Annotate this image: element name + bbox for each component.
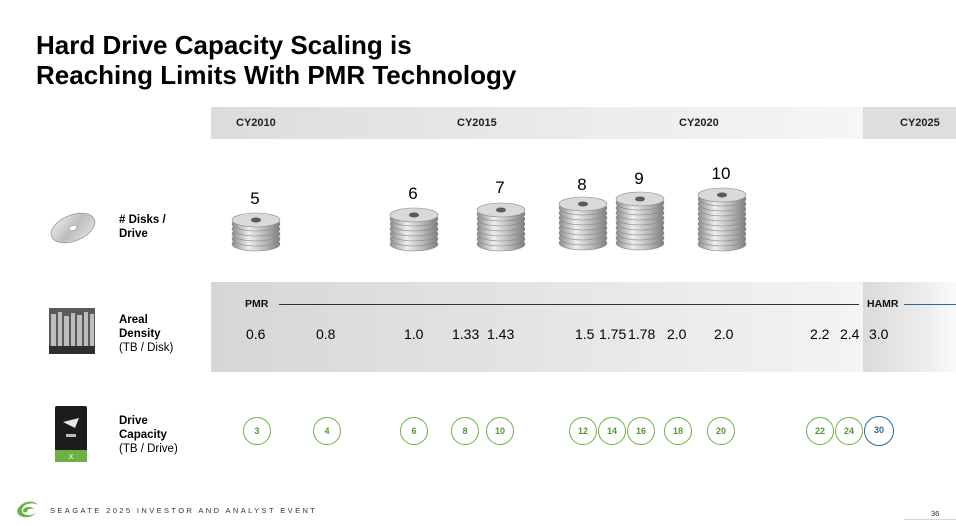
hard-drive-icon: X bbox=[55, 406, 87, 467]
svg-text:X: X bbox=[69, 454, 74, 461]
density-value: 1.75 bbox=[599, 326, 627, 342]
density-value: 1.43 bbox=[487, 326, 515, 342]
disk-stack-5 bbox=[231, 212, 281, 254]
row-label-density-line1: Areal bbox=[119, 314, 148, 326]
pmr-label: PMR bbox=[245, 298, 269, 310]
density-value: 2.0 bbox=[667, 326, 687, 342]
seagate-logo-icon bbox=[14, 497, 42, 526]
slide-title-line-1: Hard Drive Capacity Scaling is bbox=[36, 30, 412, 60]
page-number-underline bbox=[904, 519, 956, 520]
disk-count-7: 7 bbox=[495, 178, 505, 197]
disk-stack-6 bbox=[389, 207, 439, 254]
row-label-disks-line1: # Disks / bbox=[119, 214, 166, 226]
capacity-badge: 10 bbox=[486, 417, 514, 445]
density-value: 0.8 bbox=[316, 326, 336, 342]
disk-count-6: 6 bbox=[408, 184, 418, 203]
capacity-badge: 3 bbox=[243, 417, 271, 445]
year-band bbox=[211, 107, 863, 139]
row-label-capacity-line1: Drive bbox=[119, 415, 148, 427]
row-label-disks: # Disks / Drive bbox=[119, 213, 166, 241]
row-label-density: Areal Density (TB / Disk) bbox=[119, 313, 173, 355]
density-value: 2.0 bbox=[714, 326, 734, 342]
areal-density-band bbox=[211, 282, 863, 372]
disk-stack-8 bbox=[558, 196, 608, 253]
capacity-badge: 20 bbox=[707, 417, 735, 445]
disk-spindle-hub bbox=[578, 201, 588, 207]
disk-spindle-hub bbox=[496, 207, 506, 213]
capacity-badge: 4 bbox=[313, 417, 341, 445]
row-label-capacity-line2: Capacity bbox=[119, 429, 167, 441]
row-label-capacity: Drive Capacity (TB / Drive) bbox=[119, 414, 178, 456]
capacity-badge: 14 bbox=[598, 417, 626, 445]
year-label-2010: CY2010 bbox=[236, 117, 276, 129]
disk-stack-9 bbox=[615, 191, 665, 253]
disk-count-9: 9 bbox=[634, 169, 644, 188]
disk-spindle-hub bbox=[717, 192, 727, 198]
capacity-badge-hamr: 30 bbox=[864, 416, 894, 446]
capacity-badge: 22 bbox=[806, 417, 834, 445]
disk-stack-svg bbox=[476, 202, 526, 252]
disk-count-8: 8 bbox=[577, 175, 587, 194]
density-value: 2.2 bbox=[810, 326, 830, 342]
slide-title: Hard Drive Capacity Scaling is Reaching … bbox=[36, 30, 516, 90]
disk-platter-icon bbox=[48, 210, 98, 251]
disk-count-10: 10 bbox=[711, 164, 731, 183]
capacity-badge: 12 bbox=[569, 417, 597, 445]
areal-density-icon bbox=[49, 308, 95, 359]
hamr-timeline-line bbox=[904, 304, 956, 305]
row-label-disks-line2: Drive bbox=[119, 228, 148, 240]
capacity-badge: 16 bbox=[627, 417, 655, 445]
disk-spindle-hub bbox=[635, 196, 645, 202]
year-label-2025: CY2025 bbox=[900, 117, 940, 129]
year-label-2020: CY2020 bbox=[679, 117, 719, 129]
areal-density-band-2025 bbox=[863, 282, 956, 372]
pmr-timeline-line bbox=[279, 304, 859, 305]
disk-stack-svg bbox=[697, 187, 747, 252]
disk-stack-7 bbox=[476, 202, 526, 254]
capacity-badge: 18 bbox=[664, 417, 692, 445]
disk-stack-svg bbox=[389, 207, 439, 252]
disk-spindle-hub bbox=[409, 212, 419, 218]
capacity-badge: 6 bbox=[400, 417, 428, 445]
capacity-badge: 24 bbox=[835, 417, 863, 445]
density-value: 1.0 bbox=[404, 326, 424, 342]
disk-count-5: 5 bbox=[250, 189, 260, 208]
density-value: 0.6 bbox=[246, 326, 266, 342]
slide-title-line-2: Reaching Limits With PMR Technology bbox=[36, 60, 517, 90]
year-band-2025 bbox=[863, 107, 956, 139]
page-number: 36 bbox=[931, 509, 940, 518]
density-value: 2.4 bbox=[840, 326, 860, 342]
density-value: 1.5 bbox=[575, 326, 595, 342]
year-label-2015: CY2015 bbox=[457, 117, 497, 129]
density-value: 3.0 bbox=[869, 326, 889, 342]
disk-stack-10 bbox=[697, 187, 747, 254]
footer-event-text: SEAGATE 2025 INVESTOR AND ANALYST EVENT bbox=[50, 506, 318, 515]
disk-stack-svg bbox=[558, 196, 608, 251]
disk-stack-svg bbox=[231, 212, 281, 252]
row-label-density-unit: (TB / Disk) bbox=[119, 342, 174, 354]
capacity-badge: 8 bbox=[451, 417, 479, 445]
disk-stack-svg bbox=[615, 191, 665, 251]
density-value: 1.78 bbox=[628, 326, 656, 342]
density-value: 1.33 bbox=[452, 326, 480, 342]
hamr-label: HAMR bbox=[867, 298, 899, 310]
row-label-density-line2: Density bbox=[119, 328, 161, 340]
row-label-capacity-unit: (TB / Drive) bbox=[119, 443, 178, 455]
disk-spindle-hub bbox=[251, 217, 261, 223]
